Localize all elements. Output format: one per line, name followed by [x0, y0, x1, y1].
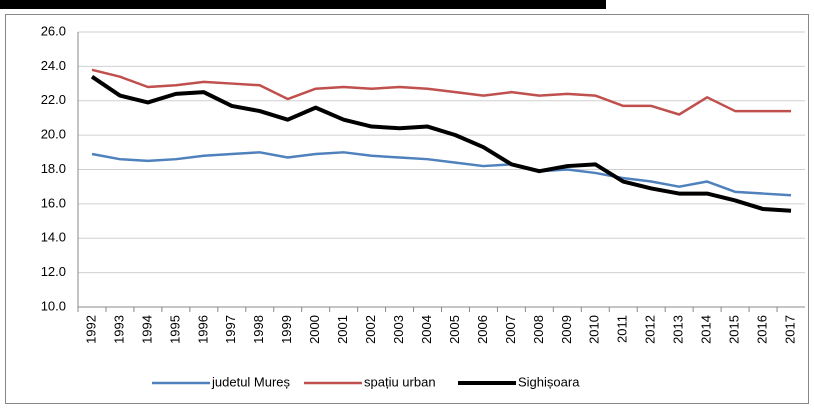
x-tick-label: 2009	[559, 315, 574, 344]
x-tick-label: 2013	[671, 315, 686, 344]
y-tick-label: 16.0	[41, 195, 66, 210]
x-tick-label: 2010	[587, 315, 602, 344]
x-tick-label: 2011	[615, 315, 630, 343]
x-tick-label: 1996	[195, 315, 210, 344]
series-line	[91, 68, 792, 116]
series-line	[91, 151, 792, 197]
series-line	[90, 75, 792, 213]
x-tick-label: 2014	[699, 315, 714, 344]
chart-border	[5, 14, 809, 404]
x-tick-label: 2008	[531, 315, 546, 344]
y-tick-label: 10.0	[41, 298, 66, 313]
y-tick-label: 20.0	[41, 127, 66, 142]
y-tick-label: 24.0	[41, 58, 66, 73]
x-tick-label: 2016	[754, 315, 769, 344]
legend-label: judetul Mureș	[211, 374, 291, 389]
x-tick-label: 2002	[363, 315, 378, 344]
x-tick-label: 2003	[391, 315, 406, 344]
y-tick-label: 18.0	[41, 161, 66, 176]
y-tick-label: 14.0	[41, 230, 66, 245]
x-tick-label: 2005	[447, 315, 462, 344]
x-tick-label: 2000	[307, 315, 322, 344]
x-tick-label: 2015	[727, 315, 742, 344]
x-tick-label: 2001	[335, 315, 350, 344]
x-tick-label: 2004	[419, 315, 434, 344]
x-tick-label: 1998	[251, 315, 266, 344]
x-tick-label: 1995	[167, 315, 182, 344]
x-tick-label: 1997	[223, 315, 238, 344]
x-tick-label: 2012	[643, 315, 658, 344]
x-tick-label: 1994	[139, 315, 154, 344]
y-tick-label: 12.0	[41, 264, 66, 279]
header-bar	[0, 0, 606, 9]
y-tick-label: 22.0	[41, 92, 66, 107]
x-tick-label: 1999	[279, 315, 294, 344]
x-tick-label: 2006	[475, 315, 490, 344]
x-tick-label: 1993	[111, 315, 126, 344]
legend-label: Sighișoara	[518, 374, 580, 389]
y-tick-label: 26.0	[41, 23, 66, 38]
x-tick-label: 1992	[83, 315, 98, 344]
legend-label: spațiu urban	[364, 374, 436, 389]
x-tick-label: 2007	[503, 315, 518, 344]
x-tick-label: 2017	[782, 315, 797, 344]
